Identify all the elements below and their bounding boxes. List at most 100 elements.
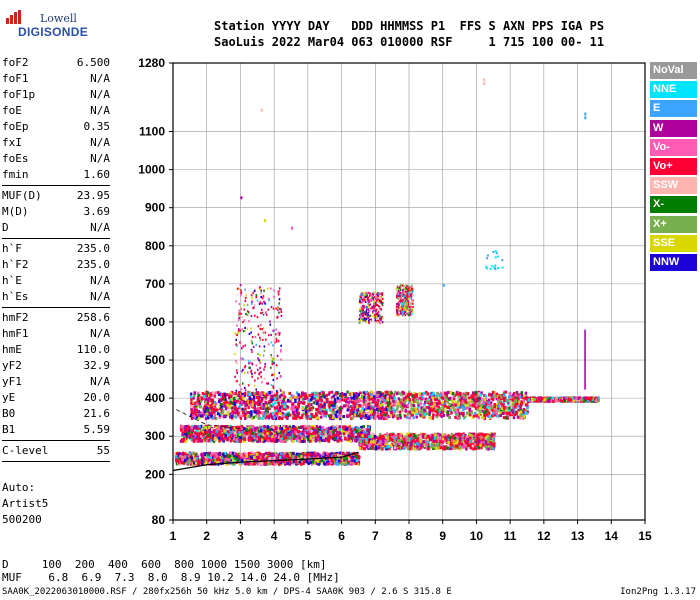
echo-point — [326, 431, 330, 435]
echo-point — [441, 435, 444, 439]
echo-point — [219, 430, 222, 434]
echo-point — [482, 398, 485, 402]
echo-point — [319, 425, 322, 429]
echo-point — [303, 393, 306, 397]
echo-point — [341, 429, 344, 433]
echo-point — [344, 453, 347, 457]
echo-point — [272, 398, 275, 402]
echo-point — [397, 392, 401, 396]
echo-point — [287, 399, 290, 403]
echo-point — [357, 399, 360, 403]
echo-point — [361, 399, 364, 403]
echo-point — [464, 445, 468, 449]
echo-point — [418, 411, 422, 415]
echo-point — [305, 429, 308, 433]
echo-point — [522, 414, 526, 418]
muf-table-values: MUF 6.8 6.9 7.3 8.0 8.9 10.2 14.0 24.0 [… — [2, 571, 340, 584]
echo-point — [276, 427, 279, 431]
echo-point — [285, 432, 288, 436]
echo-point — [310, 408, 313, 412]
echo-point — [279, 410, 282, 414]
echo-point — [473, 393, 476, 397]
echo-point — [215, 408, 219, 412]
echo-point — [324, 410, 328, 414]
echo-point — [264, 401, 267, 405]
echo-point — [358, 410, 361, 414]
echo-point — [515, 391, 519, 395]
echo-point — [198, 393, 202, 397]
echo-point — [296, 415, 300, 419]
echo-point — [280, 404, 284, 408]
echo-point — [386, 397, 389, 401]
echo-point — [237, 411, 240, 415]
echo-point — [232, 433, 235, 437]
echo-point — [309, 417, 312, 421]
echo-point — [216, 459, 219, 463]
echo-point — [241, 394, 245, 398]
echo-point — [346, 390, 349, 394]
echo-point — [233, 402, 236, 406]
echo-point — [421, 395, 424, 399]
echo-point — [330, 413, 333, 417]
echo-point — [347, 437, 351, 441]
echo-point — [484, 404, 488, 408]
param-name: foF1 — [2, 72, 29, 85]
echo-point — [423, 410, 426, 414]
echo-point — [360, 425, 363, 429]
echo-point — [500, 407, 503, 411]
echo-point — [206, 402, 210, 406]
echo-point — [248, 425, 252, 429]
echo-point — [430, 393, 433, 397]
echo-point — [414, 396, 417, 400]
echo-point — [335, 399, 339, 403]
echo-point — [468, 399, 471, 403]
echo-point — [386, 392, 390, 396]
echo-point — [373, 397, 377, 401]
echo-point — [450, 396, 453, 400]
echo-point — [308, 414, 312, 418]
echo-point — [289, 397, 292, 401]
echo-point — [491, 412, 495, 416]
echo-point — [233, 457, 236, 461]
echo-point — [200, 424, 203, 428]
echo-point — [227, 413, 230, 417]
echo-point — [280, 399, 283, 403]
echo-point — [458, 412, 461, 416]
echo-point — [239, 436, 242, 440]
echo-point — [320, 415, 323, 419]
echo-point — [391, 393, 395, 397]
echo-point — [328, 437, 331, 441]
echo-point — [373, 409, 377, 413]
echo-point — [323, 455, 327, 459]
echo-point — [414, 407, 418, 411]
echo-point — [244, 407, 247, 411]
echo-point — [254, 408, 258, 412]
echo-point — [193, 425, 196, 429]
echo-point — [349, 412, 352, 416]
echo-point — [192, 435, 195, 439]
echo-point — [308, 425, 311, 429]
echo-point — [332, 430, 335, 434]
echo-point — [342, 415, 345, 419]
echo-point — [354, 401, 357, 405]
echo-point — [274, 453, 278, 457]
echo-point — [196, 415, 199, 419]
echo-point — [240, 453, 243, 457]
echo-point — [278, 426, 282, 430]
legend-item: NoVal — [650, 62, 697, 79]
echo-point — [349, 461, 352, 465]
echo-point — [290, 461, 294, 465]
echo-point — [452, 392, 456, 396]
echo-point — [385, 413, 388, 417]
echo-point — [236, 429, 240, 433]
echo-point — [332, 457, 336, 461]
echo-point — [227, 433, 230, 437]
echo-point — [412, 399, 415, 403]
echo-point — [210, 436, 213, 440]
echo-point — [514, 393, 518, 397]
echo-point — [516, 402, 520, 406]
echo-point — [265, 404, 268, 408]
echo-point — [175, 462, 179, 466]
echo-point — [210, 403, 213, 407]
echo-point — [309, 434, 313, 438]
